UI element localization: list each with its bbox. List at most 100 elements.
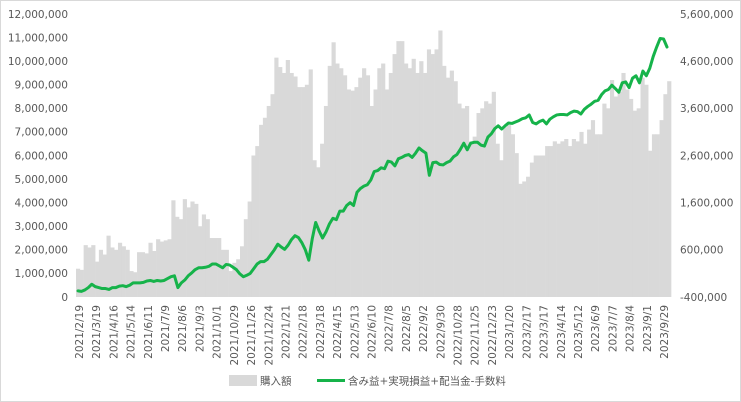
bar	[293, 76, 298, 297]
x-tick-label: 2023/9/29	[659, 305, 671, 359]
bar	[632, 110, 638, 297]
x-tick-label: 2021/12/24	[263, 305, 275, 366]
bar-series-purchase-amount	[76, 30, 672, 298]
bar	[255, 146, 260, 297]
bar	[629, 98, 634, 298]
x-tick-label: 2021/3/19	[91, 305, 103, 359]
bar	[140, 252, 145, 297]
bar	[548, 146, 554, 297]
bar	[667, 81, 672, 298]
bar	[339, 68, 344, 298]
bar	[220, 249, 226, 297]
x-tick-label: 2021/10/1	[212, 305, 224, 359]
x-tick-label: 2023/8/4	[625, 305, 637, 352]
bar	[606, 108, 611, 297]
left-axis: 0 1,000,000 2,000,000 3,000,000 4,000,000 5,0…	[8, 9, 68, 304]
bar	[278, 67, 283, 297]
bar	[503, 127, 508, 297]
bar	[365, 75, 371, 297]
x-tick-label: 2022/12/23	[487, 305, 499, 366]
bar	[419, 61, 424, 297]
bar	[194, 203, 199, 297]
bar	[400, 41, 405, 298]
bar	[556, 143, 561, 297]
bar	[102, 254, 107, 297]
x-tick-label: 2023/4/14	[556, 305, 568, 359]
x-tick-label: 2023/9/1	[642, 305, 654, 352]
bar	[636, 108, 641, 297]
x-tick-label: 2023/7/7	[607, 305, 619, 352]
bar	[388, 72, 393, 298]
bar	[545, 146, 550, 297]
x-tick-label: 2022/10/28	[453, 305, 465, 366]
bar	[175, 216, 180, 297]
bar	[163, 240, 168, 297]
bar	[236, 259, 241, 297]
bar	[411, 58, 416, 298]
bar	[114, 249, 119, 297]
left-tick-label: 10,000,000	[8, 56, 68, 68]
legend-label-purchase-amount: 購入額	[260, 375, 292, 388]
bar	[449, 70, 454, 297]
left-tick-label: 1,000,000	[15, 268, 68, 280]
bar	[76, 268, 81, 297]
bar	[537, 155, 542, 297]
legend-label-profit: 含み益+実現損益+配当金-手数料	[348, 375, 506, 388]
bar	[445, 77, 451, 297]
bar	[480, 108, 485, 297]
bar	[602, 103, 607, 298]
bar	[434, 49, 439, 298]
bar	[590, 120, 596, 298]
left-tick-label: 7,000,000	[15, 127, 68, 139]
bar	[522, 181, 527, 297]
bar	[495, 143, 500, 297]
bar	[83, 245, 88, 297]
bar	[79, 269, 84, 297]
bar	[384, 89, 390, 297]
bar	[404, 63, 409, 297]
bar	[640, 77, 645, 297]
bar	[644, 84, 649, 297]
x-axis: 2021/2/19 2021/3/19 2021/4/16 2021/5/14 2021…	[74, 305, 671, 366]
bar	[621, 72, 626, 298]
bar	[133, 272, 138, 297]
x-tick-label: 2022/9/30	[435, 305, 447, 359]
bar	[323, 105, 329, 297]
bar	[297, 87, 302, 297]
bar	[663, 94, 668, 298]
bar	[476, 113, 481, 297]
x-tick-label: 2022/11/25	[470, 305, 482, 366]
bar	[213, 238, 218, 297]
bar	[369, 105, 374, 297]
bar	[430, 54, 435, 298]
bar	[598, 134, 603, 297]
left-tick-label: 6,000,000	[15, 150, 68, 162]
bar	[91, 245, 96, 297]
legend-swatch-purchase-amount	[229, 375, 257, 386]
x-tick-label: 2022/8/5	[401, 305, 413, 352]
x-tick-label: 2023/5/12	[573, 305, 585, 359]
x-tick-label: 2021/10/29	[229, 305, 241, 366]
x-tick-label: 2022/2/18	[298, 305, 310, 359]
bar	[533, 155, 538, 297]
bar	[491, 91, 496, 297]
bar	[415, 72, 420, 298]
bar	[167, 239, 172, 297]
bar	[190, 201, 195, 297]
bar	[148, 242, 153, 297]
bar	[95, 261, 100, 298]
right-axis: -400,000 600,000 1,600,000 2,600,000 3,600,0…	[680, 9, 733, 304]
x-tick-label: 2022/4/15	[332, 305, 344, 359]
bar	[274, 57, 279, 297]
bar	[465, 105, 470, 297]
bar	[575, 141, 580, 297]
line-series-profit	[76, 37, 669, 293]
bar	[266, 105, 271, 297]
bar	[98, 249, 104, 297]
bar	[457, 103, 462, 298]
bar	[240, 246, 245, 297]
bar	[198, 226, 203, 297]
bar	[209, 238, 214, 297]
left-tick-label: 4,000,000	[15, 197, 68, 209]
